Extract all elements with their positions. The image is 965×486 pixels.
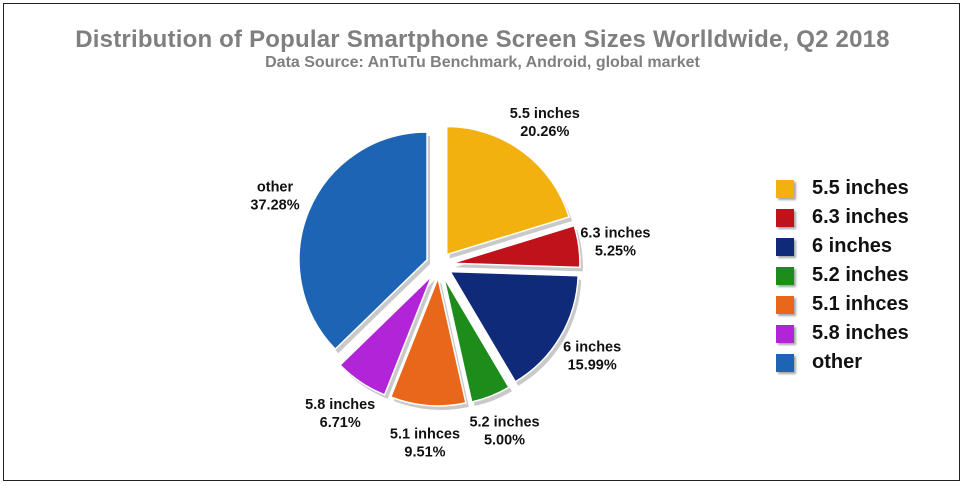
legend-swatch: [776, 266, 794, 285]
slice-label-value: 6.71%: [320, 415, 361, 431]
legend-swatch: [776, 324, 794, 343]
legend-swatch: [776, 353, 794, 372]
slice-label-value: 5.25%: [595, 243, 636, 259]
legend-swatch: [776, 208, 794, 227]
slice-label-name: 5.5 inches: [510, 106, 580, 122]
pie-slice: [451, 224, 581, 269]
legend-item: 5.5 inches: [776, 174, 909, 203]
legend-item: 6 inches: [776, 232, 909, 261]
legend-swatch: [776, 179, 794, 198]
legend-item: 5.1 inhces: [776, 290, 909, 319]
slice-label-value: 37.28%: [250, 198, 299, 214]
legend-label: 5.8 inches: [812, 322, 909, 344]
slice-label: 5.5 inches 20.26%: [510, 106, 580, 140]
slice-label-value: 5.00%: [484, 433, 525, 449]
chart-title: Distribution of Popular Smartphone Scree…: [75, 26, 890, 53]
legend-label: 5.2 inches: [812, 264, 909, 286]
legend-item: 5.2 inches: [776, 261, 909, 290]
pie-slice: [448, 270, 579, 383]
legend-label: 5.1 inhces: [812, 293, 909, 315]
legend-swatch: [776, 295, 794, 314]
slice-label-name: 6 inches: [563, 340, 621, 356]
slice-label-name: other: [257, 180, 294, 196]
slice-label-name: 5.8 inches: [305, 397, 375, 413]
slice-label: 6 inches 15.99%: [563, 340, 621, 374]
slice-label: 5.2 inches 5.00%: [469, 415, 539, 449]
pie-slice: [445, 125, 571, 256]
slice-label-name: 5.1 inhces: [390, 426, 460, 442]
slice-label-value: 15.99%: [568, 358, 617, 374]
pie-chart: 5.5 inches 20.26% 6.3 inches 5.25% 6 inches 1…: [250, 106, 650, 461]
legend-label: 6.3 inches: [812, 206, 909, 228]
slice-label-value: 9.51%: [404, 444, 445, 460]
legend-label: 5.5 inches: [812, 177, 909, 199]
legend-item: other: [776, 348, 909, 377]
slice-label: 5.8 inches 6.71%: [305, 397, 375, 431]
legend-swatch: [776, 237, 794, 256]
pie-slice: [338, 275, 433, 396]
legend: 5.5 inches 6.3 inches 6 inches 5.2 inche…: [776, 174, 909, 377]
slice-label-value: 20.26%: [520, 124, 569, 140]
legend-item: 5.8 inches: [776, 319, 909, 348]
slice-label-name: 5.2 inches: [469, 415, 539, 431]
pie-slice: [443, 276, 510, 403]
legend-label: 6 inches: [812, 235, 893, 257]
slice-label: 6.3 inches 5.25%: [580, 225, 650, 259]
legend-label: other: [812, 351, 862, 373]
chart-frame: Distribution of Popular Smartphone Scree…: [3, 3, 960, 481]
slice-label: 5.1 inhces 9.51%: [390, 426, 460, 460]
pie-slice: [389, 275, 467, 407]
pie-slice: [298, 131, 428, 351]
slice-label: other 37.28%: [250, 180, 299, 214]
slice-label-name: 6.3 inches: [580, 225, 650, 241]
chart-subtitle: Data Source: AnTuTu Benchmark, Android, …: [265, 54, 700, 71]
legend-item: 6.3 inches: [776, 203, 909, 232]
